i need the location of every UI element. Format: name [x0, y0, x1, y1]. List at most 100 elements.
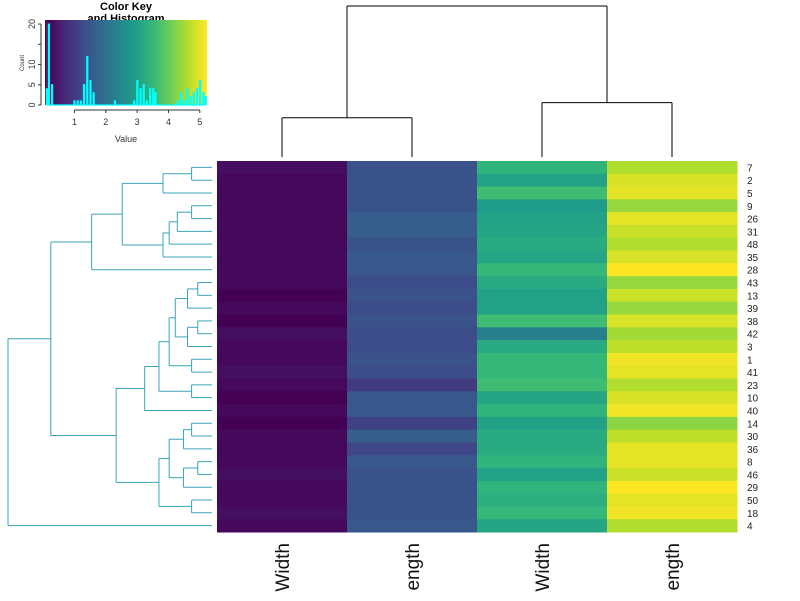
- color-key-swatch: [148, 20, 151, 105]
- column-label: ength: [403, 543, 424, 591]
- heatmap-cell: [607, 480, 738, 495]
- color-key-swatch: [200, 20, 203, 105]
- heatmap-cell: [477, 276, 608, 290]
- heatmap-cell: [217, 263, 348, 277]
- heatmap-cell: [347, 173, 478, 188]
- color-key-swatch: [193, 20, 195, 105]
- heatmap-cell: [477, 199, 608, 213]
- heatmap-cell: [607, 199, 738, 213]
- heatmap-cell: [217, 301, 348, 316]
- heatmap-cell: [217, 378, 348, 392]
- color-key-swatch: [142, 20, 144, 105]
- heatmap-cell: [217, 161, 348, 175]
- x-tick-label: 4: [166, 117, 171, 127]
- color-key-swatch: [94, 20, 96, 105]
- color-key-swatch: [79, 20, 81, 105]
- heatmap-cell: [607, 250, 738, 264]
- heatmap-cell: [217, 288, 348, 303]
- heatmap-cell: [347, 506, 478, 520]
- color-key-swatch: [191, 20, 193, 105]
- column-dendrogram: [281, 5, 673, 157]
- heatmap-cell: [477, 442, 608, 456]
- heatmap-cell: [217, 455, 348, 469]
- heatmap-cell: [347, 340, 478, 354]
- row-label: 40: [747, 406, 759, 417]
- color-key-swatch: [133, 20, 136, 105]
- color-key-swatch: [195, 20, 198, 105]
- heatmap-cell: [477, 378, 608, 392]
- color-key-swatch: [128, 20, 130, 105]
- row-label: 35: [747, 253, 759, 264]
- color-key-swatch: [90, 20, 93, 105]
- row-label: 9: [747, 202, 753, 213]
- heatmap-cell: [347, 416, 478, 431]
- heatmap-cell: [607, 506, 738, 520]
- color-key-swatch: [45, 20, 47, 105]
- heatmap-cell: [217, 416, 348, 431]
- heatmap-cell: [217, 404, 348, 418]
- color-key-swatch: [166, 20, 169, 105]
- color-key-xlabel: Value: [115, 134, 137, 144]
- color-key-swatch: [89, 20, 92, 105]
- color-key-swatch: [157, 20, 159, 105]
- color-key-swatch: [153, 20, 156, 105]
- heatmap-cells: [217, 161, 738, 533]
- heatmap-cell: [477, 429, 608, 443]
- color-key-swatch: [151, 20, 154, 105]
- color-key-swatch: [53, 20, 56, 105]
- heatmap-cell: [347, 327, 478, 341]
- color-key-swatch: [183, 20, 186, 105]
- heatmap-cell: [217, 506, 348, 520]
- color-key-swatch: [92, 20, 94, 105]
- heatmap-cell: [347, 288, 478, 303]
- heatmap-cell: [217, 327, 348, 341]
- color-key: Color Key and Histogram Value Count 0510…: [20, 1, 207, 144]
- heatmap-cell: [607, 442, 738, 456]
- heatmap-cell: [607, 519, 738, 533]
- color-key-swatch: [46, 20, 48, 105]
- color-key-swatch: [201, 20, 204, 105]
- row-label: 13: [747, 291, 759, 302]
- heatmap-cell: [217, 212, 348, 226]
- color-key-swatch: [95, 20, 97, 105]
- heatmap-cell: [477, 519, 608, 533]
- row-label: 23: [747, 381, 759, 392]
- color-key-swatch: [83, 20, 86, 105]
- y-tick-label: 10: [27, 60, 37, 70]
- heatmap-cell: [607, 493, 738, 507]
- color-key-swatch: [143, 20, 145, 105]
- heatmap-cell: [607, 365, 738, 379]
- column-labels: Width ength Width ength: [273, 543, 684, 592]
- heatmap-cell: [217, 199, 348, 213]
- color-key-swatch: [88, 20, 91, 105]
- color-key-swatch: [174, 20, 176, 105]
- color-key-swatch: [137, 20, 140, 105]
- heatmap-cell: [347, 404, 478, 418]
- color-key-swatch: [189, 20, 191, 105]
- heatmap-cell: [477, 250, 608, 264]
- color-key-swatch: [192, 20, 194, 105]
- color-key-swatch: [102, 20, 105, 105]
- column-label: ength: [663, 543, 684, 591]
- heatmap-cell: [347, 455, 478, 469]
- color-key-swatch: [100, 20, 103, 105]
- row-label: 28: [747, 266, 759, 277]
- color-key-swatch: [49, 20, 52, 105]
- color-key-swatch: [162, 20, 165, 105]
- color-key-swatch: [116, 20, 119, 105]
- color-key-ylabel: Count: [20, 55, 26, 71]
- color-key-swatch: [52, 20, 55, 105]
- color-key-swatch: [70, 20, 73, 105]
- heatmap-cell: [477, 301, 608, 316]
- heatmap-cell: [217, 173, 348, 188]
- heatmap-cell: [347, 199, 478, 213]
- heatmap-cell: [347, 314, 478, 328]
- heatmap-cell: [477, 480, 608, 495]
- color-key-swatch: [150, 20, 153, 105]
- color-key-swatch: [110, 20, 112, 105]
- x-tick-label: 3: [135, 117, 140, 127]
- color-key-swatch: [163, 20, 166, 105]
- color-key-swatch: [147, 20, 150, 105]
- heatmap-cell: [217, 314, 348, 328]
